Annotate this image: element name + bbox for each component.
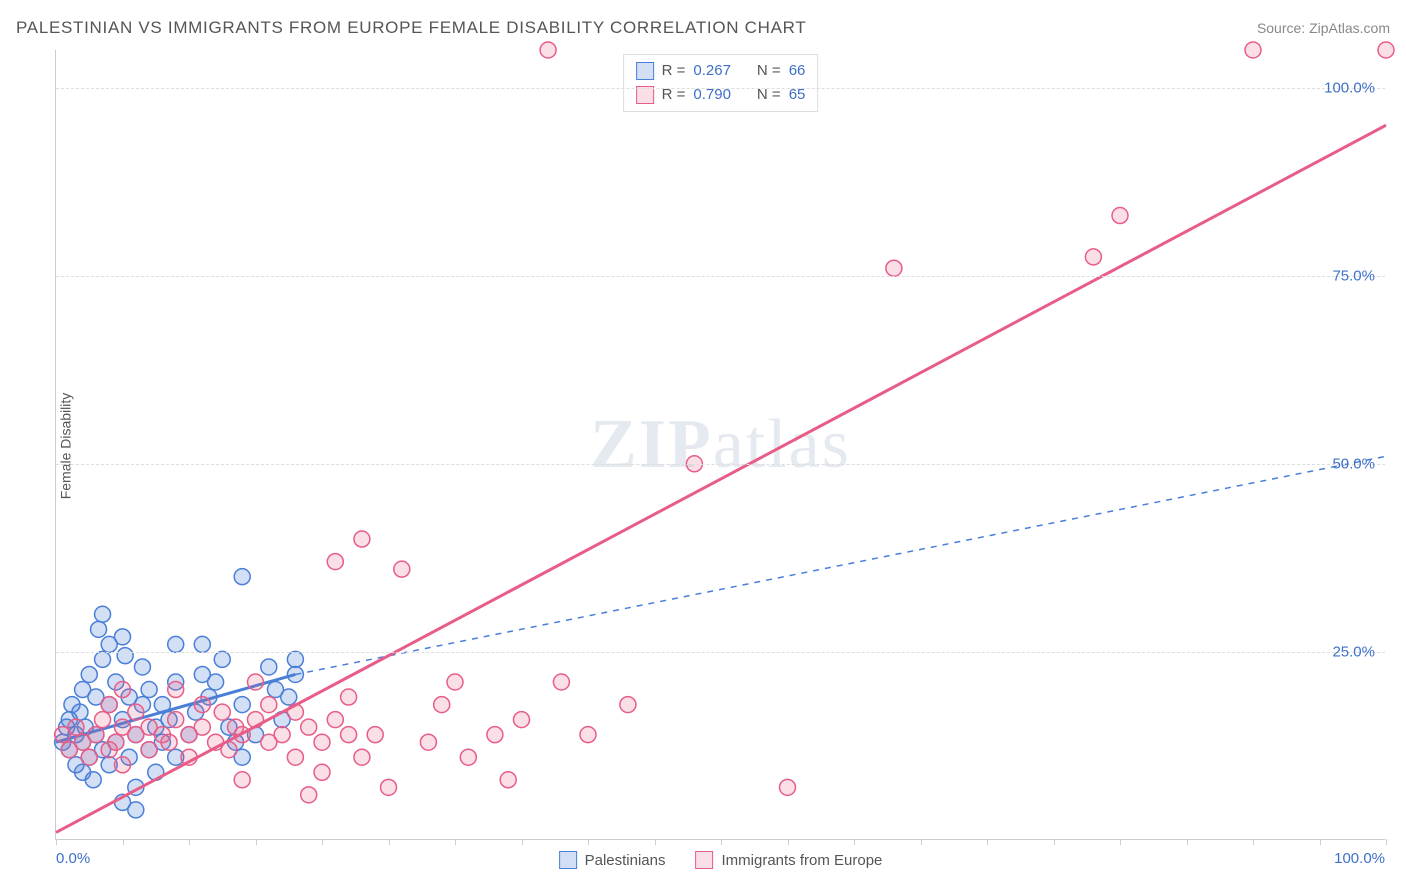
x-tick: [189, 839, 190, 845]
x-tick: [256, 839, 257, 845]
n-label: N =: [757, 59, 781, 83]
x-tick: [1187, 839, 1188, 845]
x-tick: [389, 839, 390, 845]
n-label: N =: [757, 83, 781, 107]
source-attribution: Source: ZipAtlas.com: [1257, 20, 1390, 36]
x-tick: [455, 839, 456, 845]
x-tick: [522, 839, 523, 845]
gridline: [56, 88, 1385, 89]
r-value-1: 0.790: [693, 83, 731, 107]
title-bar: PALESTINIAN VS IMMIGRANTS FROM EUROPE FE…: [16, 18, 1390, 38]
x-tick: [1386, 839, 1387, 845]
x-tick: [1253, 839, 1254, 845]
x-tick: [721, 839, 722, 845]
swatch-series-0: [636, 62, 654, 80]
r-value-0: 0.267: [693, 59, 731, 83]
bottom-legend: Palestinians Immigrants from Europe: [559, 851, 883, 869]
stats-row-series-0: R = 0.267 N = 66: [636, 59, 806, 83]
y-tick-label: 50.0%: [1332, 455, 1375, 472]
x-tick: [1054, 839, 1055, 845]
x-tick: [1320, 839, 1321, 845]
y-tick-label: 25.0%: [1332, 643, 1375, 660]
x-tick: [788, 839, 789, 845]
gridline: [56, 276, 1385, 277]
gridline: [56, 464, 1385, 465]
x-tick: [655, 839, 656, 845]
chart-title: PALESTINIAN VS IMMIGRANTS FROM EUROPE FE…: [16, 18, 806, 38]
swatch-series-1: [636, 86, 654, 104]
x-tick: [921, 839, 922, 845]
swatch-series-1: [696, 851, 714, 869]
x-tick: [123, 839, 124, 845]
x-tick-label: 0.0%: [56, 850, 90, 867]
y-tick-label: 75.0%: [1332, 267, 1375, 284]
n-value-1: 65: [789, 83, 806, 107]
legend-label-1: Immigrants from Europe: [722, 852, 883, 869]
x-tick: [56, 839, 57, 845]
x-tick-label: 100.0%: [1334, 850, 1385, 867]
swatch-series-0: [559, 851, 577, 869]
plot-area: ZIPatlas R = 0.267 N = 66 R = 0.790 N = …: [55, 50, 1385, 840]
scatter-chart: [56, 50, 1385, 839]
gridline: [56, 652, 1385, 653]
x-tick: [854, 839, 855, 845]
n-value-0: 66: [789, 59, 806, 83]
legend-item-0: Palestinians: [559, 851, 666, 869]
y-tick-label: 100.0%: [1324, 79, 1375, 96]
x-tick: [987, 839, 988, 845]
r-label: R =: [662, 59, 686, 83]
legend-label-0: Palestinians: [585, 852, 666, 869]
x-tick: [588, 839, 589, 845]
r-label: R =: [662, 83, 686, 107]
stats-legend: R = 0.267 N = 66 R = 0.790 N = 65: [623, 54, 819, 112]
stats-row-series-1: R = 0.790 N = 65: [636, 83, 806, 107]
legend-item-1: Immigrants from Europe: [696, 851, 883, 869]
x-tick: [1120, 839, 1121, 845]
x-tick: [322, 839, 323, 845]
